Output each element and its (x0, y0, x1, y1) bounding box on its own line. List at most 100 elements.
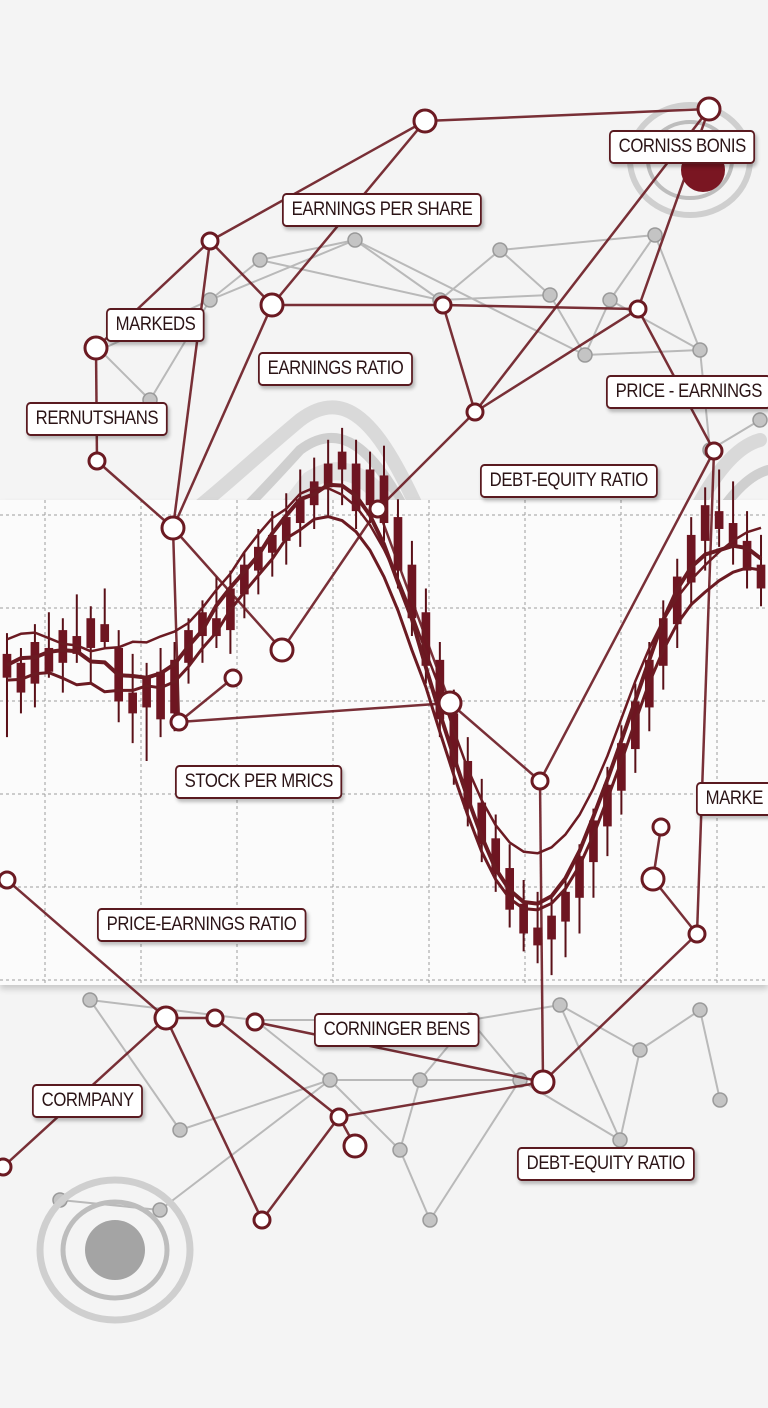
network-edge (376, 508, 452, 704)
candle-body (351, 463, 361, 512)
chart-plot-area (0, 500, 768, 985)
network-node (492, 242, 508, 258)
candle (267, 511, 277, 577)
candle-body (58, 630, 68, 663)
candle-body (449, 713, 459, 767)
candle-body (533, 927, 542, 946)
candle-body (561, 891, 570, 922)
candle (686, 517, 696, 607)
network-node (245, 1012, 265, 1032)
candle (100, 588, 110, 648)
network-node (82, 992, 98, 1008)
network-node (422, 1212, 438, 1228)
network-node (433, 295, 453, 315)
candle (281, 493, 291, 565)
network-node (342, 1133, 368, 1159)
candle-body (603, 784, 612, 827)
network-edge (695, 450, 716, 935)
candle-body (267, 534, 277, 553)
network-edge (338, 1080, 544, 1119)
label-price-earnings: PRICE - EARNINGS (606, 375, 768, 409)
network-node (412, 108, 438, 134)
candle-body (86, 618, 96, 648)
candle-body (658, 618, 668, 666)
candle-body (491, 838, 501, 874)
network-node (252, 1210, 272, 1230)
candle-body (547, 915, 556, 940)
candle-body (323, 463, 333, 488)
network-node (87, 451, 107, 471)
label-price-earnings-ratio: PRICE-EARNINGS RATIO (97, 908, 307, 942)
candle (44, 612, 54, 678)
candle-body (379, 475, 389, 524)
network-node (200, 231, 220, 251)
label-corniss-bonis: CORNISS BONIS (609, 130, 756, 164)
network-edge (209, 119, 426, 243)
network-node (252, 252, 268, 268)
candle-body (142, 677, 151, 708)
candle-body (728, 523, 738, 547)
network-node (752, 412, 768, 428)
network-edge (6, 879, 167, 1019)
label-markeds: MARKEDS (106, 308, 205, 342)
network-node (712, 1092, 728, 1108)
candle-body (198, 612, 207, 637)
ring-decoration (60, 1199, 170, 1301)
network-edge (280, 508, 380, 651)
candle-body (519, 903, 528, 934)
candle (323, 439, 333, 518)
candle (86, 606, 96, 684)
candle-body (16, 662, 26, 693)
candle-body (714, 511, 724, 529)
network-node (329, 1107, 349, 1127)
network-edge (178, 701, 451, 724)
network-edge (449, 702, 541, 782)
candle-body (240, 564, 249, 595)
network-edge (178, 677, 234, 723)
network-node (437, 690, 463, 716)
network-node (153, 1005, 179, 1031)
network-node (152, 1202, 168, 1218)
candle (547, 897, 556, 976)
network-node (83, 335, 109, 361)
label-debt-equity-ratio-bottom: DEBT-EQUITY RATIO (517, 1147, 695, 1181)
ring-center (85, 1220, 145, 1280)
network-node (465, 402, 485, 422)
candle-body (337, 451, 347, 470)
network-node (542, 287, 558, 303)
candle-body (128, 692, 137, 714)
candle (728, 481, 738, 565)
candle-body (477, 802, 487, 845)
candle (589, 808, 598, 898)
network-node (692, 342, 708, 358)
network-node (704, 441, 724, 461)
network-node (347, 232, 363, 248)
candle (393, 499, 403, 589)
network-node (0, 870, 17, 890)
candle (156, 647, 165, 738)
candle-body (281, 517, 291, 541)
candle-body (212, 618, 221, 637)
candle-body (463, 760, 473, 809)
network-edge (538, 450, 716, 782)
candle-body (30, 642, 40, 684)
network-edge (171, 527, 181, 723)
trend-line (6, 515, 762, 912)
trend-line (6, 482, 763, 906)
network-edge (254, 1020, 544, 1084)
network-node (692, 1002, 708, 1018)
candle-body (365, 469, 375, 506)
candle (714, 469, 724, 547)
network-edge (171, 240, 212, 529)
network-node (632, 1042, 648, 1058)
network-node (169, 712, 189, 732)
candle (575, 844, 584, 934)
label-marke: MARKE (696, 782, 768, 816)
candle-body (575, 856, 584, 898)
candle (30, 624, 40, 708)
network-node (0, 1157, 13, 1177)
label-cormpany: CORMPANY (32, 1084, 144, 1118)
candle-body (700, 505, 710, 541)
label-corninger-bens: CORNINGER BENS (314, 1013, 480, 1047)
